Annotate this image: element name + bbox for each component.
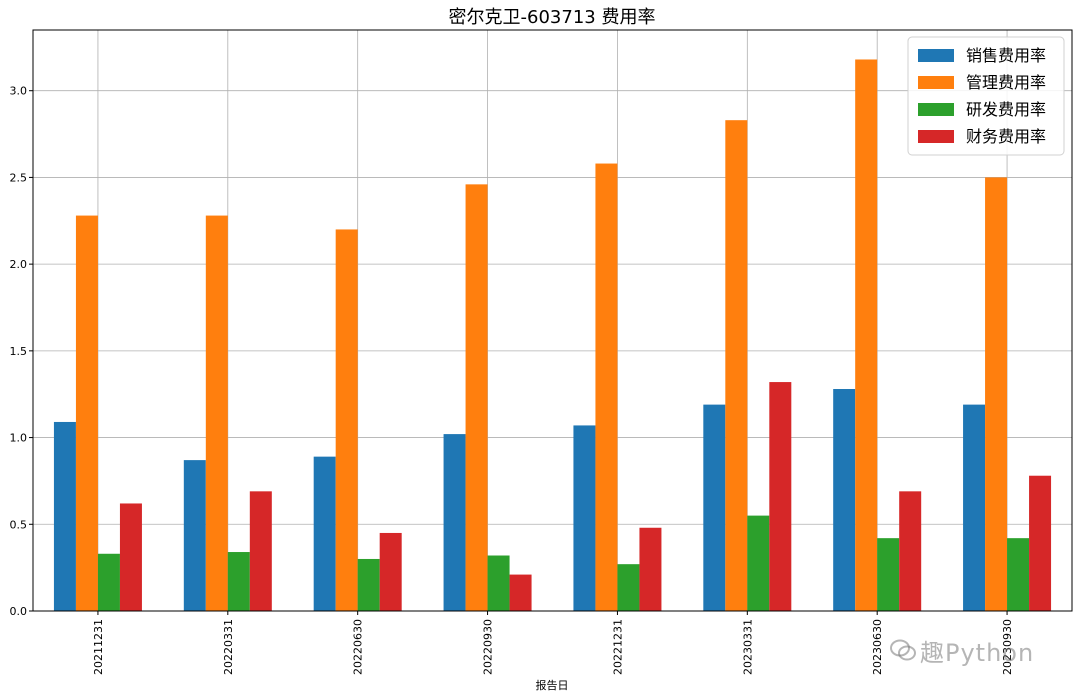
x-tick-label: 20221231 bbox=[611, 619, 624, 675]
legend-label: 销售费用率 bbox=[966, 46, 1046, 65]
bar bbox=[703, 404, 726, 611]
bar bbox=[1007, 538, 1030, 611]
legend-swatch bbox=[918, 103, 954, 116]
bar bbox=[119, 503, 142, 611]
x-tick-label: 20230630 bbox=[871, 619, 884, 675]
legend-swatch bbox=[918, 76, 954, 89]
y-tick-label: 1.0 bbox=[10, 432, 28, 445]
bar bbox=[205, 215, 228, 612]
bar bbox=[573, 425, 596, 611]
bar bbox=[357, 558, 380, 611]
bar bbox=[595, 163, 618, 612]
y-tick-label: 2.5 bbox=[10, 171, 28, 184]
bar bbox=[249, 491, 272, 611]
legend-swatch bbox=[918, 49, 954, 62]
bar bbox=[617, 564, 640, 611]
x-tick-label: 20220930 bbox=[482, 619, 495, 675]
x-axis: 20211231 20220331 20220630 20220930 20221231… bbox=[92, 611, 1014, 675]
bar bbox=[899, 491, 922, 611]
watermark: 趣Python bbox=[890, 633, 1034, 668]
bar bbox=[443, 434, 466, 611]
y-tick-label: 3.0 bbox=[10, 85, 28, 98]
wechat-icon bbox=[890, 639, 916, 667]
bar bbox=[75, 215, 98, 612]
legend-label: 财务费用率 bbox=[966, 127, 1046, 146]
bar bbox=[53, 421, 76, 611]
bar bbox=[725, 120, 748, 612]
legend-swatch bbox=[918, 130, 954, 143]
bar bbox=[313, 456, 336, 611]
bar bbox=[509, 574, 532, 611]
y-tick-label: 0.0 bbox=[10, 605, 28, 618]
bars-group bbox=[53, 59, 1052, 612]
legend-label: 研发费用率 bbox=[966, 100, 1046, 119]
bar bbox=[183, 460, 206, 611]
bar bbox=[379, 532, 402, 611]
bar bbox=[639, 527, 662, 611]
x-tick-label: 20220630 bbox=[352, 619, 365, 675]
bar bbox=[963, 404, 986, 611]
bar bbox=[855, 59, 878, 611]
bar bbox=[985, 177, 1008, 611]
legend-label: 管理费用率 bbox=[966, 73, 1046, 92]
y-axis: 0.0 0.5 1.0 1.5 2.0 2.5 3.0 bbox=[10, 85, 33, 618]
x-tick-label: 20230930 bbox=[1001, 619, 1014, 675]
plot-frame bbox=[32, 29, 1073, 612]
bar bbox=[227, 552, 250, 611]
bar bbox=[877, 538, 900, 611]
chart-title: 密尔克卫-603713 费用率 bbox=[449, 7, 656, 28]
x-tick-label: 20220331 bbox=[222, 619, 235, 675]
bar bbox=[833, 389, 856, 611]
legend-box bbox=[907, 36, 1065, 156]
x-tick-label: 20230331 bbox=[741, 619, 754, 675]
bar bbox=[335, 229, 358, 611]
watermark-text: 趣Python bbox=[920, 639, 1035, 667]
y-tick-label: 2.0 bbox=[10, 258, 28, 271]
bar bbox=[747, 515, 770, 611]
x-axis-label: 报告日 bbox=[536, 678, 569, 692]
bar bbox=[769, 382, 792, 611]
bar bbox=[97, 553, 120, 611]
bar bbox=[1029, 475, 1052, 611]
y-tick-label: 0.5 bbox=[10, 518, 28, 531]
bar bbox=[487, 555, 510, 611]
x-tick-label: 20211231 bbox=[92, 619, 105, 675]
bar bbox=[465, 184, 488, 611]
y-tick-label: 1.5 bbox=[10, 345, 28, 358]
